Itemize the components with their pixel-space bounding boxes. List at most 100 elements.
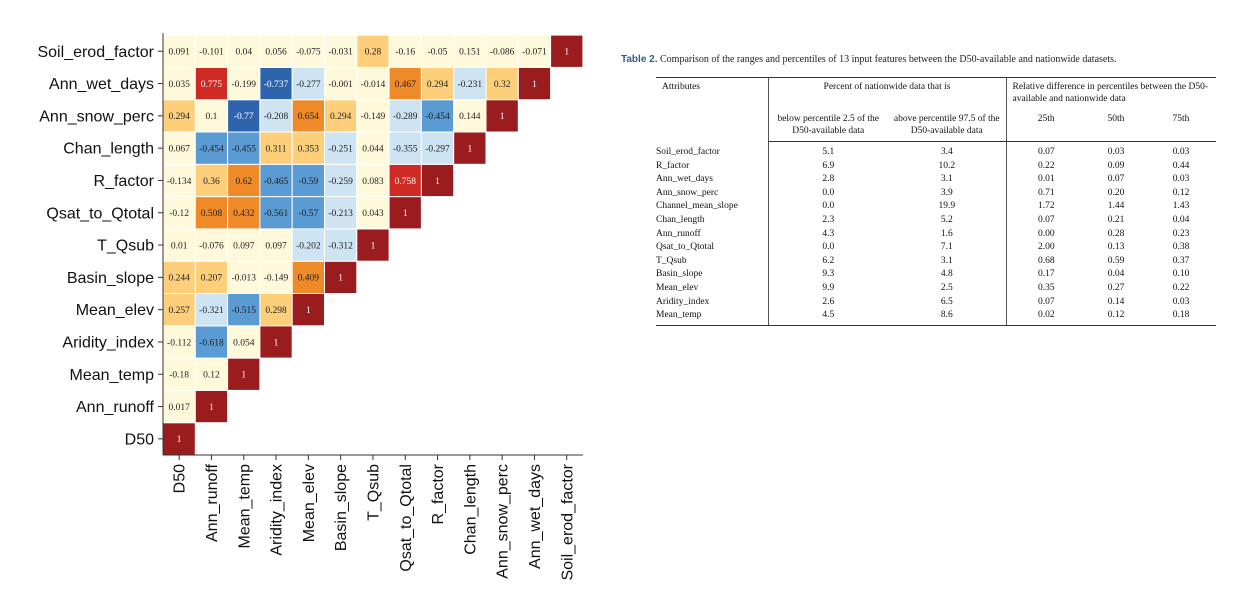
cell-label: -0.12 — [169, 209, 189, 219]
table-cell-below: 9.9 — [767, 281, 888, 296]
heatmap-cells: 1 0.017 1 -0.18 0.12 1 -0.112 -0.618 0.054 1 0.257… — [162, 34, 584, 456]
table-cell-p75: 0.12 — [1172, 187, 1190, 198]
header-p25: 25th — [1005, 109, 1086, 142]
heatmap-cell — [420, 66, 455, 101]
table-row: Mean_elev 9.9 2.5 0.35 0.27 0.22 — [656, 281, 1216, 296]
y-tick-label: Ann_runoff — [76, 399, 155, 416]
table-cell-p25: 0.17 — [1005, 268, 1086, 282]
cell-label: -0.259 — [328, 177, 353, 187]
row-attribute-name: Aridity_index — [656, 296, 710, 307]
cell-label: 0.654 — [298, 112, 320, 122]
table-cell-p50: 0.28 — [1107, 228, 1125, 239]
cell-label: 1 — [564, 48, 569, 58]
header-percent-group: Percent of nationwide data that is — [767, 77, 1006, 109]
heatmap-cell — [227, 357, 261, 391]
table-cell-below: 6.9 — [767, 159, 888, 174]
cell-label: 0.409 — [298, 274, 320, 284]
cell-label: 0.257 — [168, 306, 190, 316]
cell-label: 1 — [467, 144, 472, 154]
cell-label: -0.355 — [393, 144, 418, 154]
table-row: Channel_mean_slope 0.0 19.9 1.72 1.44 1.43 — [656, 200, 1216, 214]
heatmap-cell — [162, 196, 196, 230]
table-cell-above: 19.9 — [938, 201, 956, 212]
heatmap-cell — [324, 99, 358, 133]
cell-label: -0.112 — [167, 338, 191, 348]
table-cell-p25: 0.07 — [1005, 295, 1086, 310]
cell-label: -0.515 — [231, 306, 256, 316]
table-row: Basin_slope 9.3 4.8 0.17 0.04 0.10 — [656, 268, 1216, 282]
table-cell-p50: 0.03 — [1107, 147, 1125, 157]
cell-label: 0.294 — [330, 112, 352, 122]
table-cell-below: 0.0 — [767, 200, 888, 214]
y-tick-label: D50 — [125, 431, 154, 448]
cell-label: -0.16 — [395, 48, 415, 58]
y-tick-label: Basin_slope — [67, 270, 154, 287]
cell-label: 0.508 — [201, 209, 223, 219]
cell-label: -0.086 — [490, 48, 515, 58]
cell-label: 0.097 — [233, 241, 255, 251]
heatmap-cell — [194, 163, 229, 198]
cell-label: 0.294 — [427, 80, 449, 90]
cell-label: 1 — [209, 403, 214, 413]
cell-label: -0.465 — [264, 177, 289, 187]
table-cell-p25: 0.01 — [1005, 173, 1086, 187]
cell-label: 0.1 — [206, 112, 218, 122]
cell-label: 0.758 — [395, 177, 417, 187]
heatmap-cell — [485, 66, 519, 101]
x-tick-label: Mean_temp — [236, 464, 253, 549]
table-cell-above: 3.9 — [940, 187, 953, 198]
header-p75: 75th — [1146, 109, 1216, 142]
x-tick-label: R_factor — [430, 463, 447, 524]
table-cell-below: 2.8 — [767, 173, 888, 187]
heatmap-cell — [162, 34, 196, 68]
y-tick-label: Mean_elev — [76, 302, 154, 319]
table-cell-p75: 1.43 — [1172, 201, 1190, 212]
table-caption-label: Table 2. — [621, 54, 658, 65]
heatmap-cell — [356, 228, 390, 262]
table-cell-p50: 0.59 — [1107, 255, 1125, 266]
cell-label: 1 — [306, 306, 311, 316]
heatmap-cell — [485, 34, 519, 68]
heatmap-cell — [291, 131, 326, 165]
table-row: Qsat_to_Qtotal 0.0 7.1 2.00 0.13 0.38 — [656, 241, 1216, 255]
heatmap-cell — [356, 99, 390, 133]
y-tick-label: Soil_erod_factor — [37, 44, 154, 61]
table-cell-p25: 0.07 — [1005, 213, 1086, 228]
table-cell-below: 9.3 — [767, 268, 888, 282]
row-attribute-name: R_factor — [656, 160, 690, 171]
cell-label: -0.202 — [296, 241, 321, 251]
cell-label: -0.321 — [199, 306, 224, 316]
table-cell-p50: 0.04 — [1107, 269, 1125, 280]
heatmap-cell — [324, 228, 358, 262]
cell-label: 0.144 — [459, 112, 481, 122]
cell-label: -0.149 — [361, 112, 386, 122]
table-cell-p50: 0.20 — [1107, 187, 1125, 198]
cell-label: 0.432 — [233, 209, 255, 219]
cell-label: 0.091 — [168, 48, 190, 58]
row-attribute-name: Mean_elev — [656, 282, 699, 293]
cell-label: -0.312 — [328, 241, 353, 251]
row-attribute-name: Basin_slope — [656, 269, 703, 280]
heatmap-cell — [453, 66, 487, 101]
cell-label: 0.044 — [362, 144, 384, 154]
heatmap-cell — [259, 99, 293, 133]
table-cell-p50: 0.12 — [1086, 309, 1146, 326]
cell-label: 0.62 — [235, 177, 252, 187]
x-tick-label: D50 — [172, 464, 189, 493]
y-tick-label: R_factor — [94, 173, 155, 190]
row-attribute-name: Soil_erod_factor — [656, 146, 720, 157]
heatmap-cell — [194, 357, 229, 391]
table-cell-p50: 0.13 — [1107, 242, 1125, 253]
table-cell-below: 6.2 — [767, 254, 888, 269]
cell-label: -0.59 — [298, 177, 318, 187]
cell-label: -0.149 — [264, 274, 289, 284]
heatmap-cell — [194, 228, 229, 262]
cell-label: -0.737 — [264, 80, 289, 90]
heatmap-cell — [453, 131, 487, 165]
heatmap-cell — [453, 34, 487, 68]
table-header-row: Attributes Percent of nationwide data th… — [656, 77, 1216, 142]
heatmap-cell — [194, 293, 229, 327]
heatmap-cell — [259, 34, 293, 68]
table-cell-p50: 0.14 — [1107, 296, 1125, 307]
cell-label: -0.208 — [264, 112, 289, 122]
